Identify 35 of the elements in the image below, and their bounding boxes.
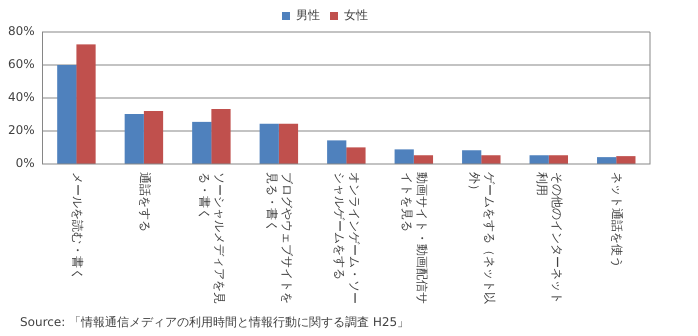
y-tick-label: 40% — [8, 90, 35, 104]
bar — [530, 155, 549, 164]
bar — [57, 65, 76, 164]
x-tick-label: ゲームをする（ネット以外） — [468, 172, 497, 304]
x-tick-label: メールを読む・書く — [70, 172, 84, 280]
x-tick-label: 動画サイト・動画配信サイトを見る — [400, 172, 430, 304]
bar — [394, 149, 414, 164]
y-tick-label: 60% — [8, 57, 35, 72]
bar — [211, 109, 231, 164]
bar — [260, 124, 279, 164]
bar — [144, 111, 164, 164]
bar — [548, 155, 568, 164]
bar — [616, 156, 636, 164]
bar — [462, 150, 482, 164]
x-tick-label: ソーシャルメディアを見る・書く — [198, 172, 227, 304]
x-tick-label: 通話をする — [138, 172, 152, 232]
legend-label: 女性 — [344, 8, 368, 22]
bar — [346, 147, 366, 164]
bar — [192, 122, 212, 164]
x-tick-label: その他のインターネット利用 — [535, 172, 564, 304]
x-tick-label: ネット通話を使う — [610, 172, 624, 268]
y-tick-label: 80% — [8, 24, 35, 38]
x-tick-label: オンラインゲーム・ソーシャルゲームをする — [332, 172, 362, 304]
y-tick-label: 0% — [16, 156, 35, 170]
bar — [597, 157, 616, 164]
x-tick-label: ブログやウェブサイトを見る・書く — [265, 172, 294, 304]
bar — [327, 140, 346, 164]
bar — [76, 44, 96, 164]
bar — [481, 155, 501, 164]
bar — [414, 155, 434, 164]
bar — [278, 124, 298, 164]
y-tick-label: 20% — [8, 123, 35, 138]
source-note: Source: 「情報通信メディアの利用時間と情報行動に関する調査 H25」 — [20, 315, 410, 329]
bar — [124, 114, 144, 164]
legend-label: 男性 — [296, 8, 320, 22]
